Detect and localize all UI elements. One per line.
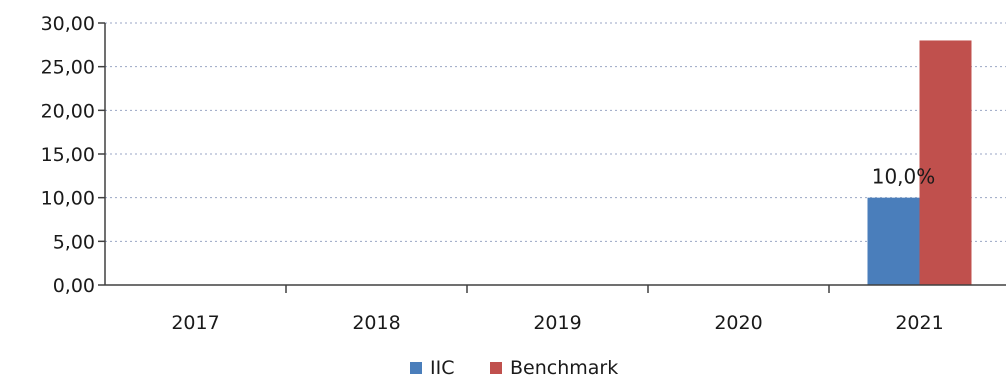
x-tick-label: 2020 xyxy=(714,312,762,334)
x-tick-label: 2019 xyxy=(533,312,581,334)
bars xyxy=(867,40,972,285)
legend-label-iic: IIC xyxy=(430,357,454,379)
y-tick-label: 15,00 xyxy=(41,144,95,166)
legend-swatch-benchmark xyxy=(490,362,502,374)
y-tick-label: 0,00 xyxy=(53,275,95,297)
bar-benchmark-2021 xyxy=(919,40,972,285)
gridlines xyxy=(105,22,1006,242)
y-tick-label: 5,00 xyxy=(53,231,95,253)
axes xyxy=(98,22,1006,293)
x-tick-label: 2018 xyxy=(352,312,400,334)
bar-iic-2021 xyxy=(867,197,920,285)
y-tick-label: 30,00 xyxy=(41,13,95,35)
y-tick-label: 25,00 xyxy=(41,57,95,79)
x-tick-labels: 2017 2018 2019 2020 2021 xyxy=(171,312,943,334)
legend: IIC Benchmark xyxy=(410,357,618,379)
x-tick-label: 2021 xyxy=(895,312,943,334)
data-labels: 10,0% xyxy=(872,165,936,189)
x-tick-label: 2017 xyxy=(171,312,219,334)
data-label: 10,0% xyxy=(872,165,936,189)
legend-swatch-iic xyxy=(410,362,422,374)
y-tick-label: 10,00 xyxy=(41,188,95,210)
y-tick-label: 20,00 xyxy=(41,100,95,122)
y-tick-labels: 0,00 5,00 10,00 15,00 20,00 25,00 30,00 xyxy=(41,13,95,297)
legend-label-benchmark: Benchmark xyxy=(510,357,618,379)
